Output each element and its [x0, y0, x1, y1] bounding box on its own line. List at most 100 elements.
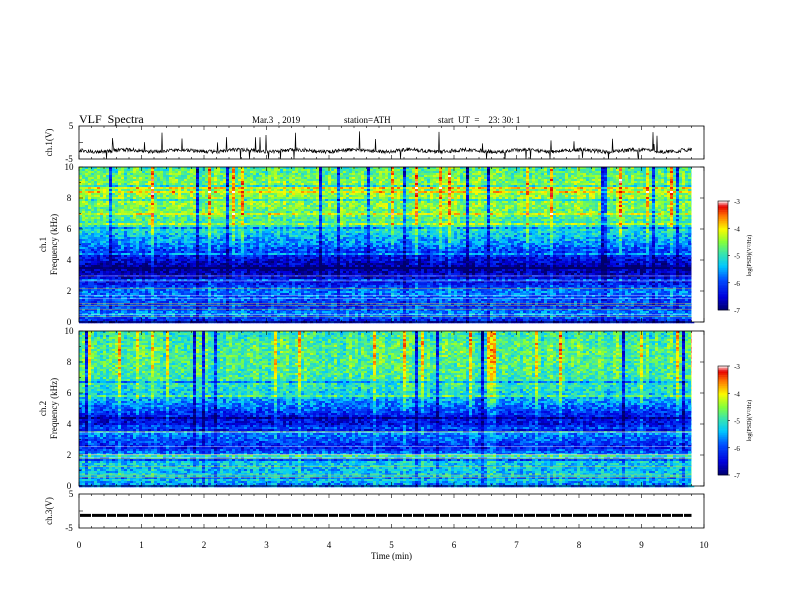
s1-cell: [148, 305, 152, 308]
s1-cell: [229, 253, 233, 256]
s1-cell: [139, 207, 143, 210]
s1-cell: [202, 181, 206, 184]
s1-cell: [232, 189, 236, 192]
s1-cell: [100, 303, 104, 306]
s1-cell: [157, 313, 161, 316]
s1-cell: [163, 291, 167, 294]
s1-cell: [166, 247, 170, 250]
s1-cell: [139, 293, 143, 296]
s1-cell: [100, 267, 104, 270]
s1-cell: [166, 203, 170, 206]
s1-cell: [157, 259, 161, 262]
s1-cell: [196, 173, 200, 176]
s1-cell: [217, 171, 221, 174]
s1-cell: [103, 215, 107, 218]
s1-cell: [181, 237, 185, 240]
s1-cell: [166, 223, 170, 226]
s1-cell: [184, 213, 188, 216]
s1-cell: [82, 181, 86, 184]
s1-cell: [166, 277, 170, 280]
s1-cell: [223, 319, 227, 322]
s1-cell: [214, 185, 218, 188]
s1-cell: [154, 267, 158, 270]
s1-cell: [247, 181, 251, 184]
s1-cell: [88, 173, 92, 176]
s1-cell: [229, 231, 233, 234]
s1-cell: [208, 173, 212, 176]
s1-cell: [133, 205, 137, 208]
s1-cell: [205, 175, 209, 178]
s1-cell: [145, 319, 149, 322]
s1-cell: [265, 237, 269, 240]
s1-cell: [211, 273, 215, 276]
s1-cell: [238, 267, 242, 270]
s1-cell: [175, 197, 179, 200]
s1-cell: [151, 219, 155, 222]
s1-cell: [157, 251, 161, 254]
s1-cell: [223, 239, 227, 242]
s1-cell: [211, 281, 215, 284]
s1-cell: [259, 207, 263, 210]
s1-cell: [139, 175, 143, 178]
s1-cell: [208, 233, 212, 236]
s1-cell: [235, 207, 239, 210]
s1-cell: [88, 297, 92, 300]
s1-cell: [178, 201, 182, 204]
s1-cell: [232, 283, 236, 286]
s1-cell: [262, 295, 266, 298]
s1-cell: [226, 179, 230, 182]
s1-cell: [127, 259, 131, 262]
s1-cell: [100, 225, 104, 228]
s1-cell: [190, 271, 194, 274]
s1-cell: [169, 219, 173, 222]
s1-cell: [91, 219, 95, 222]
s1-cell: [91, 249, 95, 252]
s1-cell: [193, 205, 197, 208]
s1-cell: [151, 311, 155, 314]
s1-cell: [88, 307, 92, 310]
s1-cell: [109, 225, 113, 228]
s1-cell: [145, 281, 149, 284]
s1-cell: [88, 303, 92, 306]
s1-cell: [103, 249, 107, 252]
s1-cell: [130, 299, 134, 302]
s1-cell: [190, 229, 194, 232]
s1-cell: [250, 171, 254, 174]
s1-cell: [175, 253, 179, 256]
s1-cell: [253, 313, 257, 316]
s1-cell: [115, 245, 119, 248]
s1-cell: [223, 251, 227, 254]
start-time-label: start UT = 23: 30: 1: [438, 115, 520, 125]
s1-cell: [172, 247, 176, 250]
s1-cell: [112, 299, 116, 302]
s1-cell: [112, 215, 116, 218]
s1-cell: [124, 279, 128, 282]
s1-cell: [100, 285, 104, 288]
s1-cell: [184, 199, 188, 202]
s1-cell: [205, 263, 209, 266]
s1-cell: [250, 267, 254, 270]
s1-cell: [106, 237, 110, 240]
s1-cell: [220, 225, 224, 228]
s1-cell: [250, 289, 254, 292]
s1-cell: [172, 225, 176, 228]
s1-cell: [262, 299, 266, 302]
s1-cell: [190, 183, 194, 186]
s1-cell: [106, 299, 110, 302]
s1-cell: [172, 171, 176, 174]
s1-cell: [103, 303, 107, 306]
s1-cell: [166, 297, 170, 300]
s1-cell: [202, 307, 206, 310]
s1-cell: [190, 187, 194, 190]
s1-cell: [238, 217, 242, 220]
s1-cell: [256, 191, 260, 194]
s1-cell: [223, 233, 227, 236]
s1-cell: [100, 215, 104, 218]
s1-cell: [196, 301, 200, 304]
s1-cell: [127, 219, 131, 222]
s1-cell: [214, 175, 218, 178]
s1-cell: [187, 191, 191, 194]
s1-cell: [232, 297, 236, 300]
s1-cell: [193, 313, 197, 316]
s1-cell: [187, 305, 191, 308]
